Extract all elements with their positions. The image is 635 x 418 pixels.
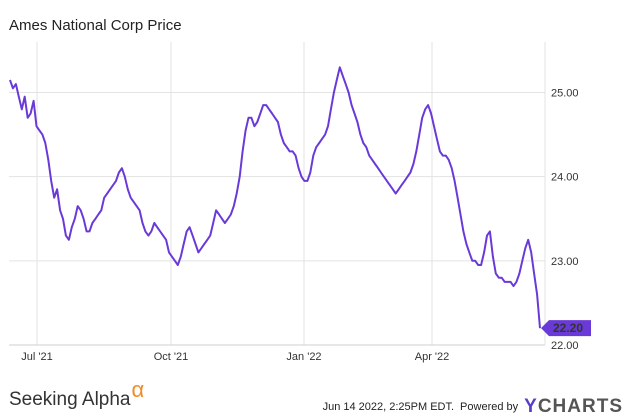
last-value-label: 22.20 — [553, 321, 583, 335]
seeking-alpha-logo: Seeking Alphaα — [9, 377, 145, 410]
last-value-badge-bg — [541, 320, 591, 337]
alpha-icon: α — [131, 377, 145, 402]
x-tick-label: Apr '22 — [415, 351, 450, 363]
x-tick-label: Oct '21 — [154, 351, 189, 363]
y-tick-label: 24.00 — [551, 172, 579, 184]
last-value-badge: 22.20 — [541, 320, 591, 337]
y-tick-label: 22.00 — [551, 340, 579, 352]
price-series-line — [9, 66, 541, 329]
grid — [9, 42, 546, 346]
chart-title: Ames National Corp Price — [9, 17, 182, 34]
x-tick-label: Jan '22 — [286, 351, 321, 363]
y-tick-label: 23.00 — [551, 256, 579, 268]
x-axis-ticks: Jul '21 Oct '21 Jan '22 Apr '22 — [21, 351, 449, 363]
ycharts-logo: YCHARTS — [524, 396, 623, 417]
y-axis-ticks: 25.00 24.00 23.00 22.00 — [551, 88, 579, 353]
footer-attribution: Jun 14 2022, 2:25PM EDT. Powered by YCHA… — [323, 396, 623, 418]
y-tick-label: 25.00 — [551, 88, 579, 100]
powered-by-label: Powered by — [460, 401, 519, 413]
x-tick-label: Jul '21 — [21, 351, 52, 363]
timestamp: Jun 14 2022, 2:25PM EDT. — [322, 401, 455, 413]
